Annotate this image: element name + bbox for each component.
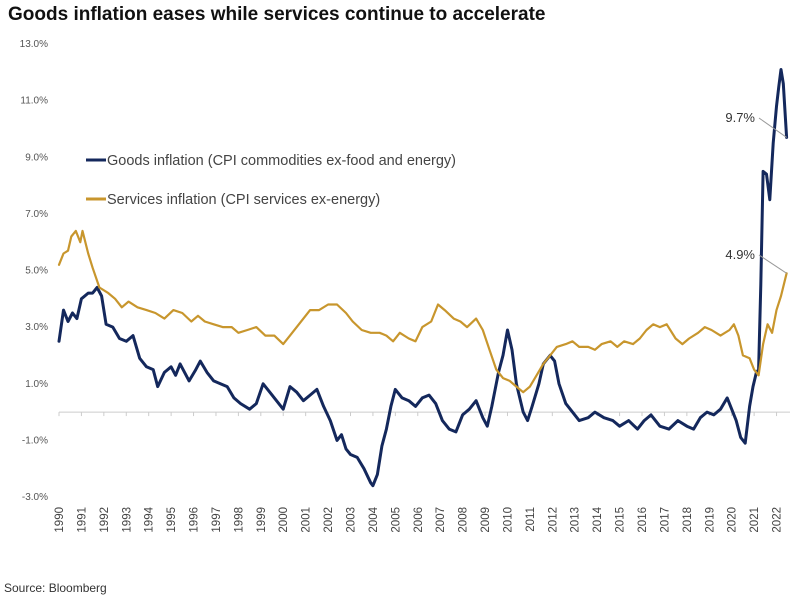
x-tick-label: 2003 — [346, 507, 358, 533]
annotation-label: 4.9% — [725, 247, 755, 262]
x-tick-label: 2007 — [435, 507, 447, 533]
x-tick-label: 2021 — [749, 507, 761, 533]
y-tick-label: -3.0% — [22, 492, 48, 503]
x-tick-label: 1999 — [256, 507, 268, 533]
x-tick-label: 2022 — [772, 507, 784, 533]
x-tick-label: 2015 — [615, 507, 627, 533]
x-tick-label: 2006 — [413, 507, 425, 533]
legend-label: Services inflation (CPI services ex-ener… — [107, 192, 380, 208]
x-axis-ticks: 1990 1991 1992 1993 1994 1995 1996 1997 1998 1999… — [54, 412, 784, 533]
y-tick-label: 13.0% — [20, 39, 48, 50]
end-value-annotations: 9.7% 4.9% — [725, 110, 787, 274]
x-tick-label: 2020 — [727, 507, 739, 533]
x-tick-label: 2004 — [368, 506, 380, 532]
x-tick-label: 1991 — [76, 507, 88, 533]
x-tick-label: 1990 — [54, 507, 66, 533]
x-tick-label: 1992 — [99, 507, 111, 533]
goods-inflation-line — [57, 68, 789, 488]
y-tick-label: 1.0% — [25, 379, 48, 390]
x-tick-label: 1998 — [233, 507, 245, 533]
annotation-leader-line — [758, 117, 787, 138]
y-tick-label: 11.0% — [20, 96, 48, 107]
y-tick-label: 9.0% — [25, 152, 48, 163]
y-axis-ticks: -3.0% -1.0% 1.0% 3.0% 5.0% 7.0% 9.0% 11.0% 13.0% — [20, 39, 48, 503]
x-tick-label: 2013 — [570, 507, 582, 533]
x-tick-label: 2002 — [323, 507, 335, 533]
x-tick-label: 1993 — [121, 507, 133, 533]
x-tick-label: 2000 — [278, 507, 290, 533]
x-tick-label: 1994 — [144, 506, 156, 532]
x-tick-label: 2014 — [592, 506, 604, 532]
x-tick-label: 2016 — [637, 507, 649, 533]
legend-label: Goods inflation (CPI commodities ex-food… — [107, 153, 456, 169]
x-tick-label: 2019 — [704, 507, 716, 533]
x-tick-label: 1996 — [189, 507, 201, 533]
annotation-leader-line — [758, 254, 787, 274]
x-tick-label: 2008 — [458, 507, 470, 533]
x-tick-label: 2009 — [480, 507, 492, 533]
x-tick-label: 2005 — [390, 507, 402, 533]
x-tick-label: 2017 — [659, 507, 671, 533]
y-tick-label: 5.0% — [25, 266, 48, 277]
chart-title: Goods inflation eases while services con… — [8, 4, 546, 25]
legend: Goods inflation (CPI commodities ex-food… — [86, 153, 456, 208]
y-tick-label: 7.0% — [25, 209, 48, 220]
x-tick-label: 2012 — [547, 507, 559, 533]
x-tick-label: 2010 — [502, 507, 514, 533]
annotation-label: 9.7% — [725, 110, 755, 125]
series-lines — [57, 68, 789, 488]
x-tick-label: 1995 — [166, 507, 178, 533]
x-tick-label: 2001 — [301, 507, 313, 533]
y-tick-label: -1.0% — [22, 435, 48, 446]
source-note: Source: Bloomberg — [4, 581, 107, 595]
y-tick-label: 3.0% — [25, 322, 48, 333]
x-tick-label: 2011 — [525, 507, 537, 532]
x-tick-label: 2018 — [682, 507, 694, 533]
services-inflation-line — [57, 229, 788, 394]
x-tick-label: 1997 — [211, 507, 223, 533]
